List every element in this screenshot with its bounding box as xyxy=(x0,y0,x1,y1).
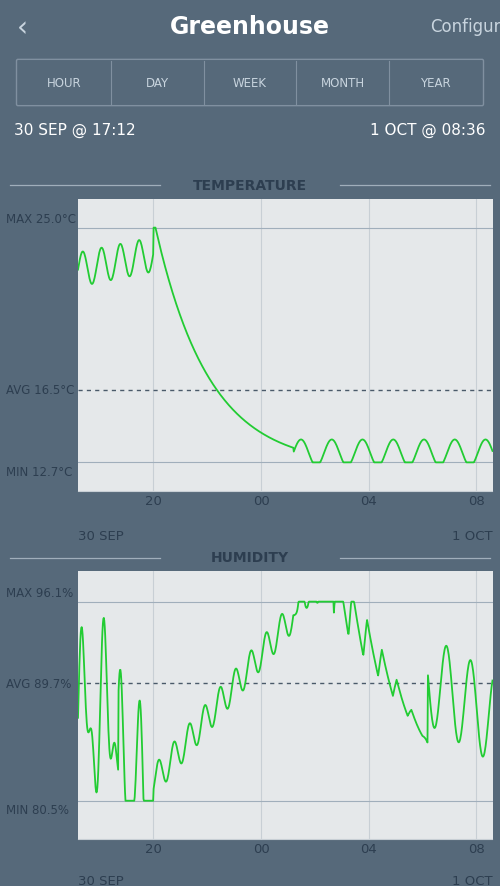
Text: WEEK: WEEK xyxy=(233,77,267,89)
Text: AVG 89.7%: AVG 89.7% xyxy=(6,677,71,690)
Text: MIN 12.7°C: MIN 12.7°C xyxy=(6,466,72,478)
Text: 30 SEP: 30 SEP xyxy=(78,874,124,886)
Text: Configure: Configure xyxy=(430,19,500,36)
Text: 1 OCT: 1 OCT xyxy=(452,529,492,542)
Text: DAY: DAY xyxy=(146,77,169,89)
Text: 1 OCT @ 08:36: 1 OCT @ 08:36 xyxy=(370,122,486,137)
Text: AVG 16.5°C: AVG 16.5°C xyxy=(6,384,74,397)
Text: MONTH: MONTH xyxy=(320,77,365,89)
Text: MAX 25.0°C: MAX 25.0°C xyxy=(6,213,76,225)
Text: HOUR: HOUR xyxy=(47,77,82,89)
Text: TEMPERATURE: TEMPERATURE xyxy=(193,179,307,193)
Text: Greenhouse: Greenhouse xyxy=(170,15,330,40)
Text: 30 SEP: 30 SEP xyxy=(78,529,124,542)
Text: ‹: ‹ xyxy=(16,13,28,42)
Text: 30 SEP @ 17:12: 30 SEP @ 17:12 xyxy=(14,122,136,137)
Text: MIN 80.5%: MIN 80.5% xyxy=(6,804,69,817)
Text: 1 OCT: 1 OCT xyxy=(452,874,492,886)
Text: MAX 96.1%: MAX 96.1% xyxy=(6,587,73,599)
Text: YEAR: YEAR xyxy=(420,77,451,89)
Text: HUMIDITY: HUMIDITY xyxy=(211,551,289,565)
